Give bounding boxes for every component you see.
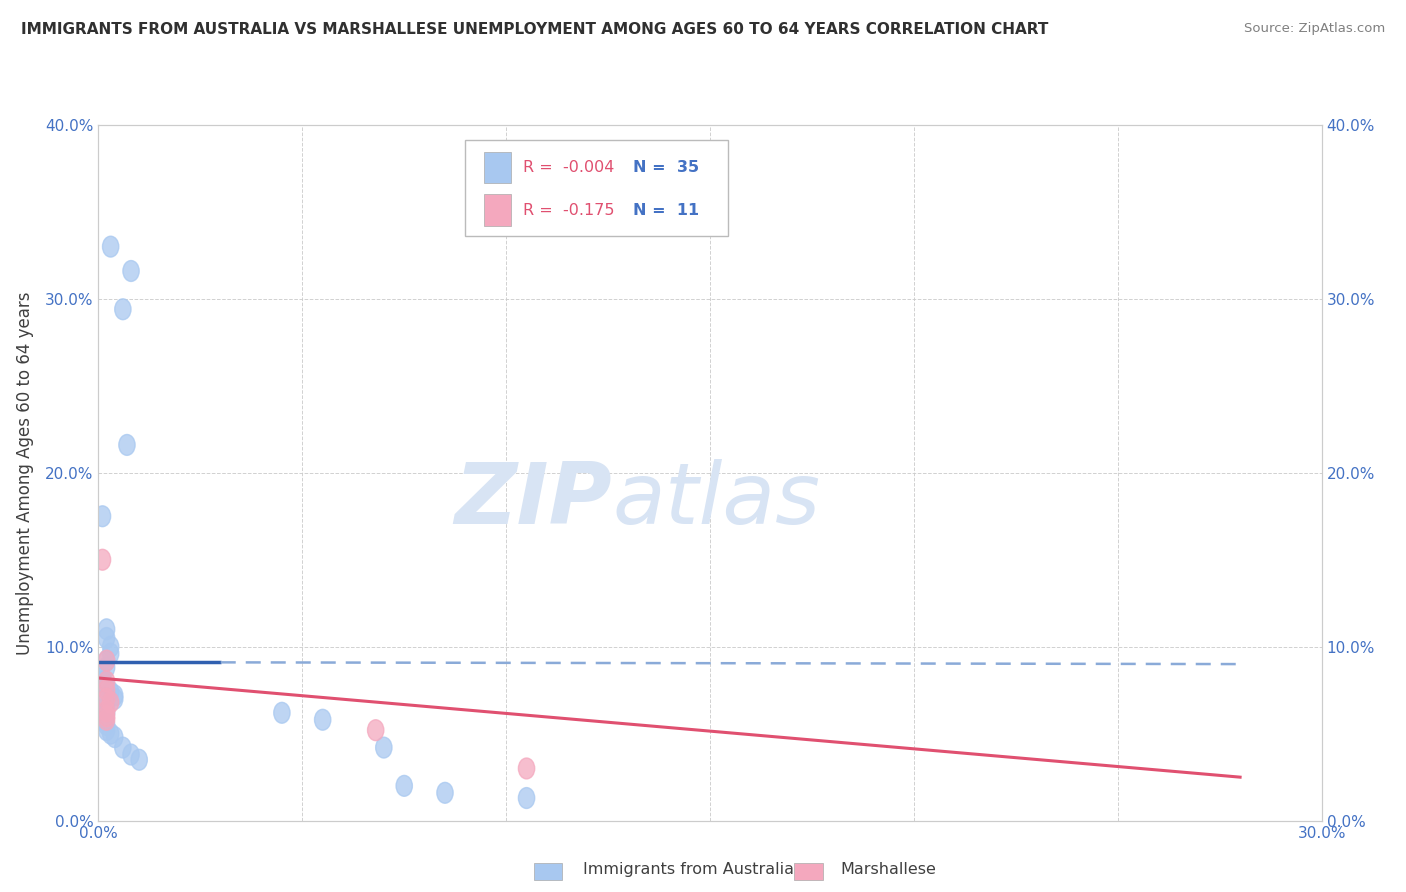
Ellipse shape (115, 737, 131, 758)
Ellipse shape (122, 260, 139, 282)
Text: IMMIGRANTS FROM AUSTRALIA VS MARSHALLESE UNEMPLOYMENT AMONG AGES 60 TO 64 YEARS : IMMIGRANTS FROM AUSTRALIA VS MARSHALLESE… (21, 22, 1049, 37)
Ellipse shape (103, 236, 120, 257)
Ellipse shape (98, 692, 115, 713)
FancyBboxPatch shape (484, 152, 510, 184)
Ellipse shape (122, 744, 139, 765)
Ellipse shape (98, 709, 115, 731)
Ellipse shape (94, 549, 111, 570)
FancyBboxPatch shape (484, 194, 510, 226)
Ellipse shape (107, 689, 122, 709)
Ellipse shape (367, 720, 384, 740)
Ellipse shape (98, 689, 115, 709)
Ellipse shape (94, 706, 111, 727)
Ellipse shape (519, 758, 534, 779)
Ellipse shape (274, 702, 290, 723)
Ellipse shape (107, 727, 122, 747)
Ellipse shape (94, 667, 111, 689)
Ellipse shape (98, 720, 115, 740)
Ellipse shape (519, 788, 534, 808)
Ellipse shape (98, 657, 115, 678)
Text: R =  -0.175: R = -0.175 (523, 202, 614, 218)
Text: N =  11: N = 11 (633, 202, 699, 218)
Text: Source: ZipAtlas.com: Source: ZipAtlas.com (1244, 22, 1385, 36)
Ellipse shape (94, 506, 111, 526)
Ellipse shape (94, 671, 111, 692)
Ellipse shape (120, 434, 135, 455)
Y-axis label: Unemployment Among Ages 60 to 64 years: Unemployment Among Ages 60 to 64 years (15, 291, 34, 655)
Ellipse shape (94, 709, 111, 731)
Ellipse shape (107, 685, 122, 706)
Text: R =  -0.004: R = -0.004 (523, 161, 614, 175)
Text: atlas: atlas (612, 459, 820, 542)
Ellipse shape (396, 775, 412, 797)
Ellipse shape (103, 681, 120, 702)
Ellipse shape (98, 706, 115, 727)
Ellipse shape (98, 714, 115, 735)
Text: Marshallese: Marshallese (841, 863, 936, 877)
Ellipse shape (103, 723, 120, 744)
Ellipse shape (103, 636, 120, 657)
Ellipse shape (115, 299, 131, 319)
Text: ZIP: ZIP (454, 459, 612, 542)
Ellipse shape (315, 709, 330, 731)
Ellipse shape (98, 680, 115, 700)
Ellipse shape (98, 676, 115, 698)
Ellipse shape (103, 692, 120, 713)
Ellipse shape (375, 737, 392, 758)
Ellipse shape (98, 700, 115, 722)
Ellipse shape (98, 702, 115, 723)
Ellipse shape (98, 628, 115, 648)
Ellipse shape (103, 643, 120, 664)
Ellipse shape (94, 699, 111, 720)
Ellipse shape (98, 650, 115, 671)
Ellipse shape (98, 671, 115, 692)
Ellipse shape (98, 650, 115, 671)
FancyBboxPatch shape (465, 140, 728, 236)
Ellipse shape (131, 749, 148, 770)
Text: N =  35: N = 35 (633, 161, 699, 175)
Text: Immigrants from Australia: Immigrants from Australia (583, 863, 794, 877)
Ellipse shape (98, 619, 115, 640)
Ellipse shape (437, 782, 453, 803)
